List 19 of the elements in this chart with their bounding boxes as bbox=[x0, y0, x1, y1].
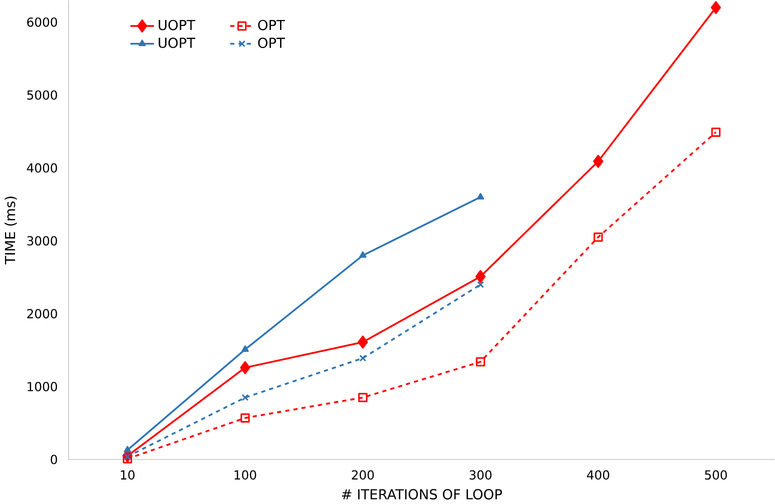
y-tick-label: 4000 bbox=[26, 163, 58, 173]
x-axis-title: # ITERATIONS OF LOOP bbox=[342, 489, 502, 500]
legend-label: UOPT bbox=[158, 20, 196, 30]
y-axis-title: TIME (ms) bbox=[4, 196, 17, 264]
y-tick-label: 1000 bbox=[28, 382, 58, 392]
x-tick-label: 400 bbox=[586, 470, 610, 480]
y-tick-label: 6000 bbox=[27, 17, 58, 27]
y-tick-label: 2000 bbox=[27, 308, 58, 318]
legend-label: OPT bbox=[258, 38, 285, 48]
y-tick-label: 5000 bbox=[27, 90, 58, 100]
x-tick-label: 300 bbox=[470, 470, 492, 480]
x-tick-label: 10 bbox=[120, 470, 135, 480]
x-tick-label: 500 bbox=[705, 470, 727, 480]
x-tick-label: 100 bbox=[234, 470, 256, 480]
legend-label: OPT bbox=[258, 20, 285, 30]
x-tick-label: 200 bbox=[352, 470, 374, 480]
y-tick-label: 3000 bbox=[27, 236, 58, 246]
y-tick-label: 0 bbox=[50, 454, 58, 464]
legend-label: UOPT bbox=[158, 38, 196, 48]
